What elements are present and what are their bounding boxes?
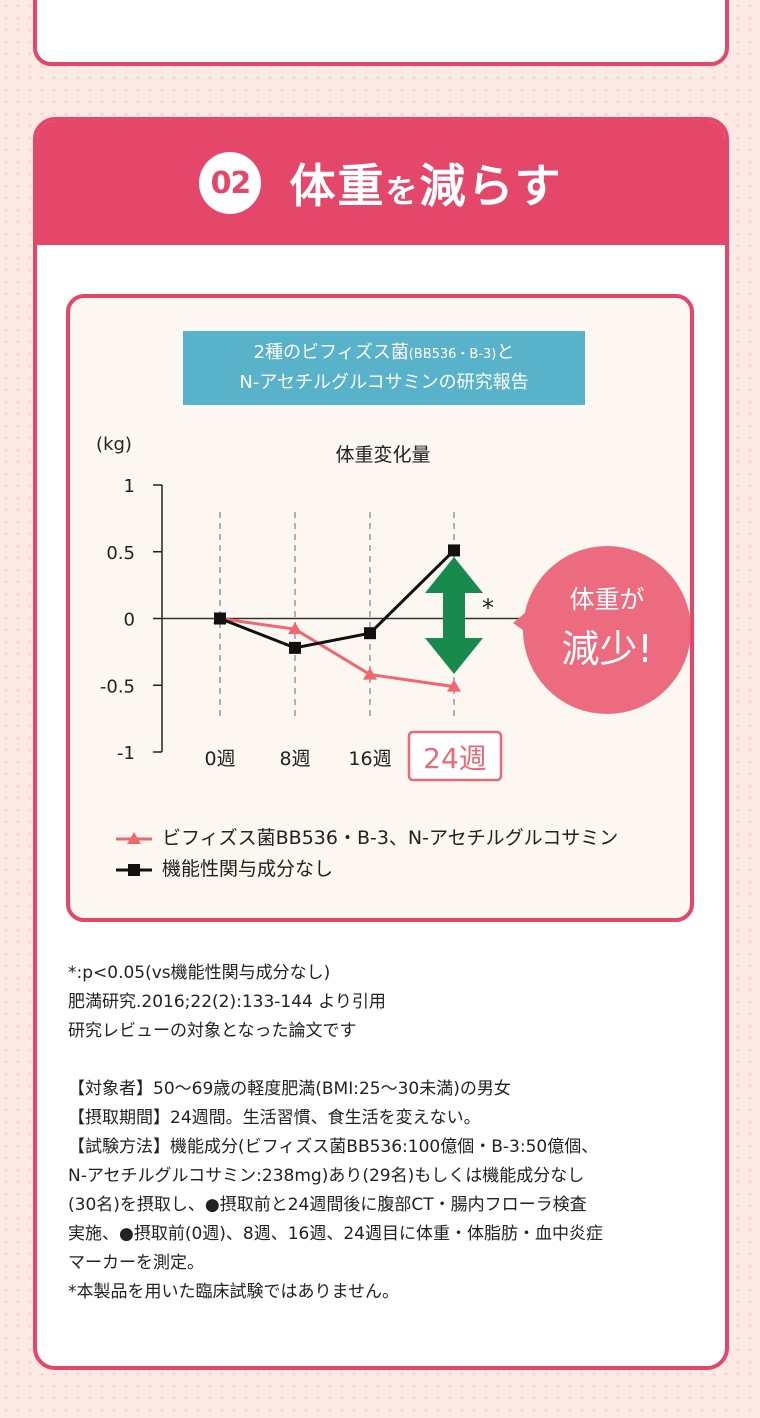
note-line: 研究レビューの対象となった論文です (68, 1021, 357, 1041)
difference-arrow (425, 557, 483, 674)
note-line: *本製品を用いた臨床試験ではありません。 (68, 1282, 399, 1302)
note-line: 【試験方法】機能成分(ビフィズス菌BB536:100億個・B-3:50億個、 (68, 1137, 599, 1157)
x-tick-label: 24週 (423, 742, 487, 775)
x-tick-label: 8週 (279, 748, 310, 770)
note-line: 実施、●摂取前(0週)、8週、16週、24週目に体重・体脂肪・血中炎症 (68, 1224, 603, 1244)
previous-card (33, 0, 729, 66)
callout-line2: 減少! (561, 627, 652, 671)
section-title-part2: 減らす (419, 159, 563, 213)
section-card: 02 体重を減らす 2種のビフィズス菌(BB536・B-3)と N-アセチルグル… (33, 117, 729, 1370)
callout-line1: 体重が (569, 585, 644, 614)
y-tick-label: 0.5 (106, 543, 135, 564)
study-banner-line2: N-アセチルグルコサミンの研究報告 (239, 372, 529, 393)
section-header: 02 体重を減らす (37, 121, 725, 245)
chart-title: 体重変化量 (335, 444, 430, 466)
y-tick-label: 0 (124, 610, 135, 631)
study-banner: 2種のビフィズス菌(BB536・B-3)と N-アセチルグルコサミンの研究報告 (183, 331, 585, 405)
chart-panel: 2種のビフィズス菌(BB536・B-3)と N-アセチルグルコサミンの研究報告 … (66, 294, 694, 922)
section-number-badge: 02 (199, 152, 262, 214)
legend-label: 機能性関与成分なし (162, 858, 334, 880)
note-line: 【摂取期間】24週間。生活習慣、食生活を変えない。 (68, 1108, 481, 1128)
note-line: *:p<0.05(vs機能性関与成分なし) (68, 963, 331, 983)
legend-swatch (116, 863, 152, 876)
section-title: 体重を減らす (289, 150, 562, 216)
y-tick-label: 1 (124, 476, 135, 497)
data-point (288, 622, 302, 635)
note-line: 【対象者】50〜69歳の軽度肥満(BMI:25〜30未満)の男女 (68, 1079, 511, 1099)
legend-swatch (116, 831, 152, 844)
data-point (289, 641, 301, 654)
section-number: 02 (210, 165, 252, 201)
section-title-part1: 体重 (289, 159, 386, 213)
note-line: N-アセチルグルコサミン:238mg)あり(29名)もしくは機能成分なし (68, 1166, 585, 1186)
study-banner-line1: 2種のビフィズス菌(BB536・B-3)と (254, 339, 515, 369)
study-banner-line1-small: (BB536・B-3) (408, 347, 497, 362)
series-line (219, 549, 456, 650)
x-tick-label: 16週 (348, 748, 391, 770)
significance-mark: * (482, 594, 494, 622)
weight-change-chart: 体重変化量 (kg) 1 0.5 0 -0.5 -1 0週 8週 16週 24週 * 体重が減少… (96, 434, 690, 782)
data-point (447, 679, 461, 692)
chart-legend: ビフィズス菌BB536・B-3、N-アセチルグルコサミン 機能性関与成分なし (116, 823, 618, 885)
series-line (219, 617, 455, 689)
legend-item: 機能性関与成分なし (116, 854, 618, 885)
highlight-category-box (407, 730, 503, 782)
study-banner-line1-pre: 2種のビフィズス菌 (253, 342, 409, 363)
y-tick-label: -0.5 (100, 676, 135, 697)
note-line: 肥満研究.2016;22(2):133-144 より引用 (68, 992, 386, 1012)
data-point (214, 612, 226, 625)
legend-label: ビフィズス菌BB536・B-3、N-アセチルグルコサミン (162, 827, 619, 849)
note-line: (30名)を摂取し、●摂取前と24週間後に腹部CT・腸内フローラ検査 (68, 1195, 587, 1215)
study-notes: *:p<0.05(vs機能性関与成分なし) 肥満研究.2016;22(2):133… (68, 959, 708, 1307)
note-line (68, 1046, 708, 1075)
section-title-particle: を (385, 172, 420, 210)
data-point (364, 627, 376, 640)
data-point (448, 544, 460, 557)
callout-bubble (523, 546, 690, 714)
legend-item: ビフィズス菌BB536・B-3、N-アセチルグルコサミン (116, 823, 618, 854)
y-tick-label: -1 (117, 743, 135, 764)
y-axis-unit: (kg) (96, 434, 132, 455)
data-point (363, 667, 377, 680)
note-line: マーカーを測定。 (68, 1253, 204, 1273)
study-banner-line1-post: と (496, 342, 515, 363)
x-tick-label: 0週 (204, 748, 235, 770)
